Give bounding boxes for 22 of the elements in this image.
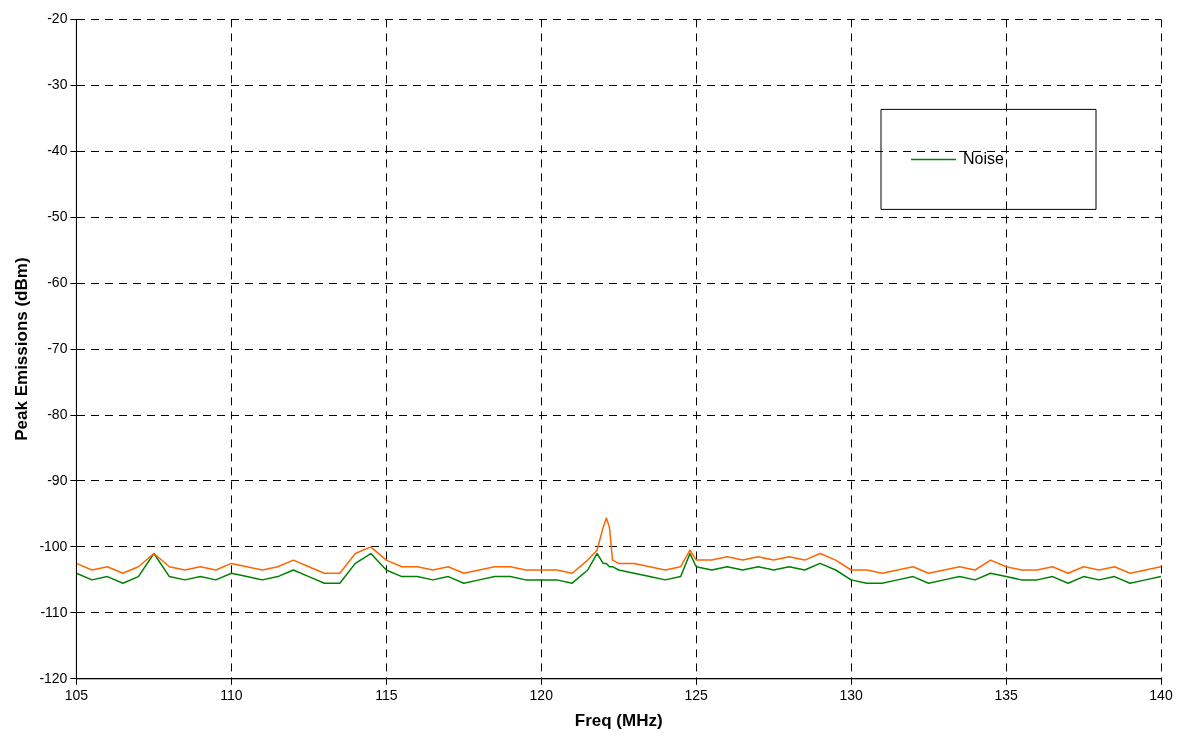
y-tick-label: -40 (47, 142, 68, 159)
legend-label: Noise (963, 149, 1005, 167)
x-axis-title: Freq (MHz) (574, 711, 663, 731)
x-tick-label: 120 (529, 687, 554, 704)
y-tick-label: -20 (47, 10, 68, 27)
y-tick-label: -60 (47, 274, 68, 291)
x-tick-label: 140 (1149, 687, 1173, 704)
x-tick-label: 115 (375, 687, 398, 704)
y-tick-label: -80 (47, 405, 68, 422)
y-tick-label: -90 (47, 471, 68, 488)
x-tick-label: 135 (994, 687, 1018, 704)
x-tick-label: 130 (839, 687, 864, 704)
x-tick-label: 125 (684, 687, 709, 704)
y-tick-label: -30 (47, 76, 68, 93)
y-tick-label: -50 (47, 208, 68, 225)
y-tick-label: -110 (40, 603, 68, 620)
y-tick-label: -70 (47, 339, 68, 356)
y-axis-title: Peak Emissions (dBm) (11, 257, 31, 441)
y-tick-label: -100 (39, 537, 68, 554)
x-tick-label: 105 (64, 687, 89, 704)
x-tick-label: 110 (220, 687, 243, 704)
y-tick-label: -120 (39, 669, 68, 686)
